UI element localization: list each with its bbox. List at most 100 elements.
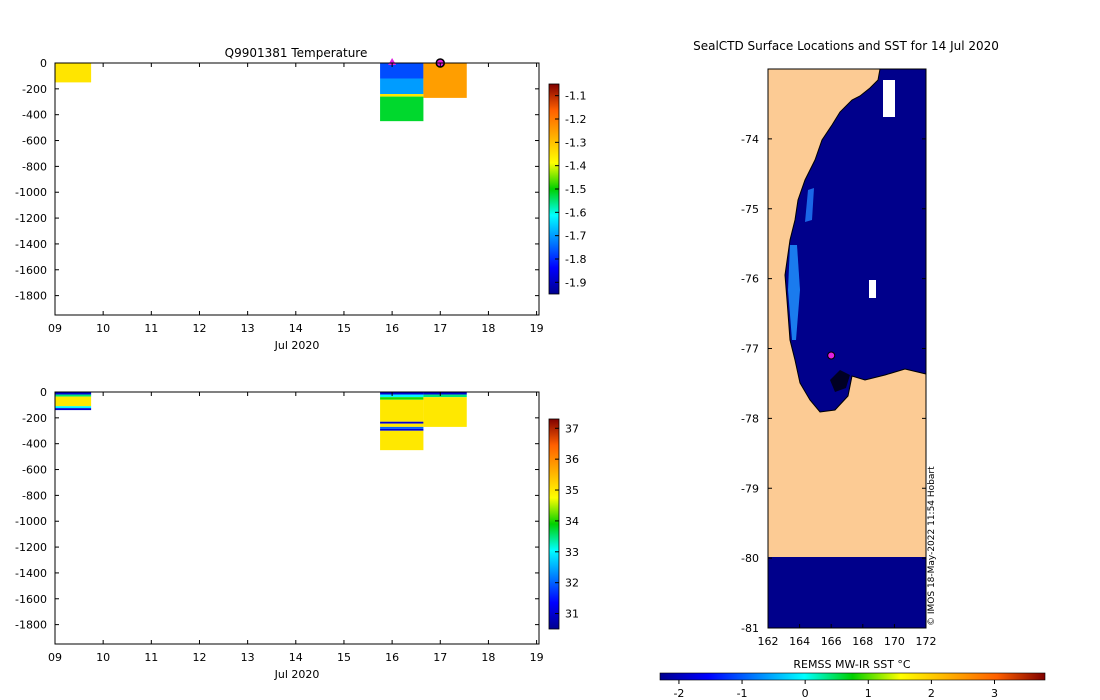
sst-colorbar-tick-label: 3 (991, 687, 998, 700)
y-tick-label: -800 (22, 489, 47, 502)
colorbar-tick-label: 33 (565, 546, 579, 559)
y-tick-label: 0 (40, 386, 47, 399)
profile-1-segment-2 (380, 94, 424, 97)
sst-colorbar-tick-label: -2 (673, 687, 684, 700)
profile-0-segment-4 (55, 408, 92, 411)
y-tick-label: -1600 (15, 264, 47, 277)
profile-2-segment-2 (423, 397, 467, 427)
profile-1-segment-8 (380, 430, 424, 451)
sst-colorbar-ticks: -2 -1 0 1 2 3 (673, 680, 998, 700)
colorbar-tick-label: -1.5 (565, 183, 586, 196)
map-x-tick-label: 164 (789, 635, 810, 648)
profile-0-segment-1 (55, 394, 92, 397)
colorbar-tick-label: 34 (565, 515, 579, 528)
temperature-panel: Q9901381 Temperature 09 10 11 12 13 14 15 16 17 1… (15, 46, 586, 352)
sst-colorbar-label: REMSS MW-IR SST °C (793, 658, 911, 671)
x-tick-label: 13 (241, 651, 255, 664)
profile-1-segment-5 (380, 423, 424, 427)
y-tick-label: -600 (22, 464, 47, 477)
colorbar-tick-label: 31 (565, 608, 579, 621)
map-y-tick-label: -74 (741, 133, 759, 146)
x-tick-label: 13 (241, 322, 255, 335)
y-tick-label: -400 (22, 438, 47, 451)
sst-map-panel: SealCTD Surface Locations and SST for 14… (659, 39, 1046, 700)
ice-gap (883, 80, 895, 117)
salinity-xlabel: Jul 2020 (274, 668, 320, 681)
x-tick-label: 15 (337, 322, 351, 335)
x-tick-label: 10 (96, 322, 110, 335)
colorbar-tick-label: -1.4 (565, 160, 586, 173)
x-tick-label: 17 (433, 322, 447, 335)
colorbar-tick-label: -1.1 (565, 90, 586, 103)
map-x-tick-label: 170 (884, 635, 905, 648)
colorbar-tick-label: 35 (565, 484, 579, 497)
profile-2-segment-0 (423, 392, 467, 395)
profile-0-segment-3 (55, 406, 92, 409)
colorbar-tick-label: 32 (565, 577, 579, 590)
station-cluster (830, 370, 850, 392)
map-x-ticks: 162 164 166 168 170 172 (758, 624, 937, 648)
x-tick-label: 16 (385, 322, 399, 335)
y-tick-label: -1200 (15, 212, 47, 225)
x-tick-label: 12 (192, 322, 206, 335)
map-x-tick-label: 168 (852, 635, 873, 648)
coastal-warm-strip (788, 245, 800, 340)
y-tick-label: -800 (22, 160, 47, 173)
x-tick-label: 15 (337, 651, 351, 664)
map-title: SealCTD Surface Locations and SST for 14… (693, 39, 999, 53)
profile-1-segment-3 (380, 96, 424, 122)
profile-1-segment-0 (380, 63, 424, 79)
colorbar-tick-label: -1.6 (565, 206, 586, 219)
profile-1-segment-1 (380, 78, 424, 95)
temperature-y-ticks: 0 -200 -400 -600 -800 -1000 -1200 -1400 -1600 -18… (15, 57, 539, 303)
profile-0-segment-0 (55, 392, 92, 395)
temperature-colorbar-ticks: -1.1 -1.2 -1.3 -1.4 -1.5 -1.6 -1.7 -1.8 -1.9 (555, 90, 586, 289)
x-tick-label: 12 (192, 651, 206, 664)
y-tick-label: -1800 (15, 290, 47, 303)
map-y-tick-label: -81 (741, 622, 759, 635)
y-tick-label: -1000 (15, 186, 47, 199)
temperature-xlabel: Jul 2020 (274, 339, 320, 352)
colorbar-tick-label: 37 (565, 422, 579, 435)
profile-1-segment-3 (380, 399, 424, 422)
y-tick-label: -1400 (15, 567, 47, 580)
temperature-title: Q9901381 Temperature (225, 46, 368, 60)
x-tick-label: 09 (48, 322, 62, 335)
y-tick-label: -200 (22, 412, 47, 425)
sst-colorbar-tick-label: 0 (802, 687, 809, 700)
y-tick-label: -600 (22, 135, 47, 148)
profile-1-segment-2 (380, 397, 424, 400)
colorbar-tick-label: -1.9 (565, 276, 586, 289)
y-tick-label: -1000 (15, 515, 47, 528)
temperature-profiles (55, 63, 467, 122)
profile-1-segment-7 (380, 428, 424, 431)
surface-location-marker (827, 351, 836, 360)
salinity-axes-box (54, 391, 540, 645)
x-tick-label: 11 (144, 651, 158, 664)
x-tick-label: 11 (144, 322, 158, 335)
map-y-ticks: -74 -75 -76 -77 -78 -79 -80 -81 (741, 133, 926, 635)
salinity-x-ticks: 09 10 11 12 13 14 15 16 17 18 19 (48, 392, 544, 664)
colorbar-tick-label: -1.8 (565, 253, 586, 266)
colorbar-tick-label: -1.3 (565, 136, 586, 149)
y-tick-label: -1800 (15, 619, 47, 632)
y-tick-label: -200 (22, 83, 47, 96)
profile-0-segment-0 (55, 63, 92, 83)
salinity-colorbar (548, 418, 560, 630)
coastal-strip-north (805, 188, 814, 222)
sst-colorbar (659, 672, 1046, 681)
y-tick-label: -1200 (15, 541, 47, 554)
profile-2-segment-0 (423, 63, 467, 98)
map-y-tick-label: -78 (741, 412, 759, 425)
sea-south (768, 557, 926, 628)
map-x-tick-label: 166 (821, 635, 842, 648)
temperature-axes-box (54, 62, 540, 316)
x-tick-label: 10 (96, 651, 110, 664)
sst-colorbar-tick-label: 2 (928, 687, 935, 700)
x-tick-label: 17 (433, 651, 447, 664)
x-tick-label: 14 (289, 322, 303, 335)
x-tick-label: 19 (530, 322, 544, 335)
sst-colorbar-tick-label: -1 (737, 687, 748, 700)
map-x-tick-label: 162 (758, 635, 779, 648)
x-tick-label: 16 (385, 651, 399, 664)
